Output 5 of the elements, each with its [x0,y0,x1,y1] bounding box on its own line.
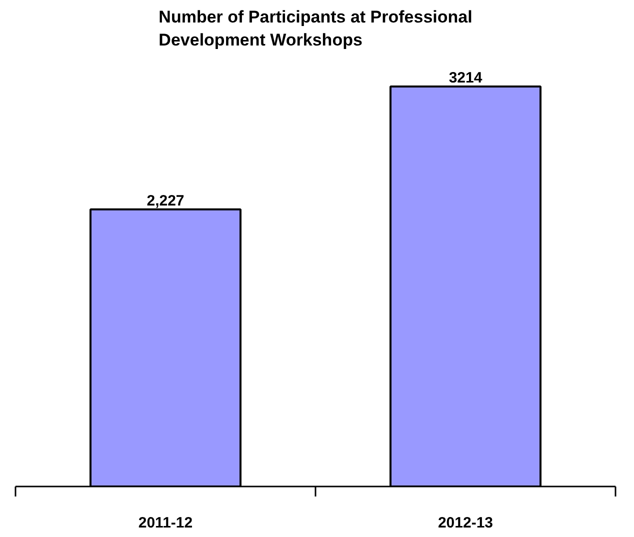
data-label: 3214 [448,70,483,86]
chart-title: Number of Participants at Professional Development Workshops [158,8,472,50]
x-tick-label: 2012-13 [438,514,494,532]
x-tick-label: 2011-12 [138,514,193,532]
data-label: 2,227 [146,192,184,210]
